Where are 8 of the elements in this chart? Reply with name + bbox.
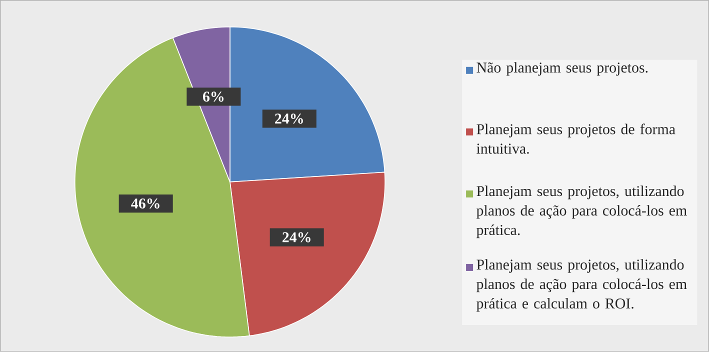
data-label: 6% — [202, 92, 224, 102]
legend-label: Planejam seus projetos, utilizando planos de ação para colocá-los em prática. — [476, 186, 687, 238]
legend-label: Não planejam seus projetos. — [476, 62, 648, 76]
data-label: 46% — [131, 198, 160, 209]
data-label: 24% — [275, 114, 303, 124]
legend-label: Planejam seus projetos de forma intuitiva. — [476, 124, 676, 154]
data-label: 24% — [282, 232, 310, 242]
legend-label: Planejam seus projetos, utilizando planos de ação para colocá-los em prática e calculam o ROI. — [476, 259, 687, 312]
